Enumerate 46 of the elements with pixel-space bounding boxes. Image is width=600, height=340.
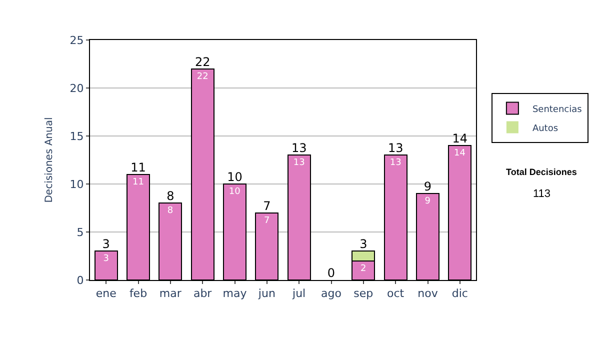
y-tick-label: 5 — [76, 226, 84, 239]
total-label: 3 — [102, 237, 110, 252]
data-label: 8 — [167, 206, 174, 216]
y-tick-label: 20 — [70, 82, 84, 95]
total-label: 9 — [424, 180, 432, 194]
total-label: 10 — [227, 170, 242, 184]
total-label: 8 — [166, 189, 174, 204]
text: Total Decisiones — [506, 167, 577, 177]
data-label: 2 — [360, 264, 366, 274]
total-label: 3 — [360, 237, 368, 252]
data-label: 14 — [454, 148, 466, 159]
data-label: 11 — [132, 177, 144, 188]
data-label: 13 — [293, 158, 305, 168]
total-label: 7 — [263, 198, 271, 213]
y-tick-label: 10 — [70, 178, 84, 191]
data-label: 3 — [103, 254, 109, 264]
y-tick-label: 25 — [70, 34, 84, 47]
data-label: 22 — [196, 72, 208, 82]
data-label: 10 — [228, 187, 241, 197]
y-axis-title: Decisiones Anual — [44, 117, 55, 203]
x-tick-label: oct — [387, 287, 405, 300]
data-label: 13 — [390, 158, 402, 168]
total-label: 22 — [194, 54, 210, 69]
text: 113 — [533, 188, 551, 200]
legend-label: Autos — [532, 124, 558, 134]
x-tick-label: may — [222, 287, 248, 300]
total-label: 11 — [130, 160, 146, 174]
total-label: 13 — [291, 141, 307, 156]
y-tick-label: 0 — [76, 274, 84, 287]
x-tick-label: mar — [159, 287, 182, 300]
x-tick-label: nov — [418, 287, 438, 300]
x-tick-label: feb — [129, 287, 148, 300]
x-tick-label: jun — [257, 287, 276, 300]
data-label: 7 — [264, 216, 270, 226]
total-label: 14 — [452, 132, 468, 146]
legend-label: Sentencias — [532, 104, 582, 115]
data-label: 9 — [424, 196, 431, 207]
total-label: 13 — [388, 141, 404, 156]
total-label: 0 — [327, 266, 336, 280]
y-tick-label: 15 — [70, 130, 84, 143]
x-tick-label: abr — [193, 287, 212, 300]
x-tick-label: jul — [292, 287, 306, 300]
x-tick-label: sep — [354, 287, 374, 300]
x-tick-label: ene — [96, 287, 117, 300]
x-tick-label: dic — [452, 287, 468, 300]
x-tick-label: ago — [321, 287, 342, 300]
